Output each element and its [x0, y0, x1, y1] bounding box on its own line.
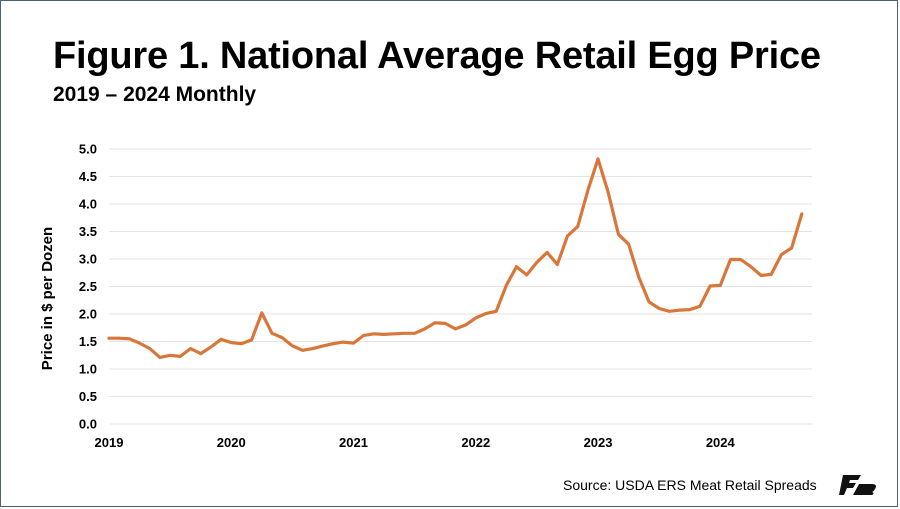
- y-axis-title: Price in $ per Dozen: [39, 227, 56, 370]
- x-tick-label: 2020: [217, 435, 246, 450]
- x-tick-label: 2019: [95, 435, 124, 450]
- data-point: [718, 284, 722, 287]
- data-point: [209, 345, 213, 349]
- y-tick-label: 1.0: [79, 362, 97, 377]
- data-point: [586, 188, 590, 192]
- data-point: [290, 344, 294, 348]
- x-tick-label: 2021: [339, 435, 368, 450]
- data-point: [657, 307, 661, 310]
- data-point: [433, 321, 437, 325]
- data-point: [667, 309, 671, 313]
- data-point: [382, 332, 386, 336]
- data-point: [270, 331, 274, 335]
- x-tick-label: 2023: [584, 435, 613, 450]
- data-point: [504, 284, 508, 287]
- data-point: [545, 251, 549, 254]
- source-note: Source: USDA ERS Meat Retail Spreads: [563, 477, 817, 493]
- data-point: [535, 260, 539, 264]
- data-point: [637, 275, 641, 279]
- data-point: [454, 327, 457, 331]
- farm-bureau-logo-icon: [839, 475, 876, 495]
- data-point: [525, 273, 529, 277]
- data-point: [698, 304, 702, 308]
- chart-subtitle: 2019 – 2024 Monthly: [53, 83, 257, 106]
- data-point: [229, 341, 233, 344]
- data-point: [708, 284, 712, 288]
- data-point: [352, 341, 355, 345]
- y-tick-label: 2.0: [79, 307, 97, 322]
- data-point: [596, 157, 600, 161]
- data-point: [403, 331, 406, 335]
- data-point: [769, 273, 773, 276]
- data-point: [729, 258, 732, 261]
- y-tick-label: 0.5: [79, 389, 97, 404]
- data-point: [443, 321, 447, 325]
- data-point: [331, 342, 335, 346]
- y-tick-label: 4.5: [79, 169, 97, 184]
- data-point: [413, 331, 417, 335]
- data-point: [515, 265, 518, 269]
- data-point: [362, 334, 366, 337]
- data-point: [739, 258, 743, 261]
- data-point: [494, 309, 498, 313]
- data-point: [117, 336, 121, 340]
- data-point: [392, 332, 396, 336]
- y-tick-label: 2.5: [79, 279, 97, 294]
- data-point: [301, 348, 304, 352]
- data-point: [240, 342, 243, 346]
- data-point: [800, 212, 804, 216]
- data-point: [280, 336, 284, 340]
- data-point: [311, 347, 315, 351]
- data-point: [790, 246, 794, 250]
- x-tick-label: 2022: [461, 435, 490, 450]
- data-point: [759, 274, 763, 277]
- data-point: [617, 232, 620, 236]
- y-tick-label: 0.0: [79, 417, 97, 432]
- data-point: [219, 337, 223, 341]
- data-point: [678, 308, 681, 312]
- data-point: [250, 338, 254, 342]
- data-point: [199, 352, 203, 355]
- data-point: [372, 332, 376, 336]
- y-tick-label: 1.5: [79, 334, 97, 349]
- data-point: [749, 265, 753, 269]
- data-point: [158, 356, 162, 359]
- data-point: [647, 300, 651, 304]
- y-tick-label: 3.5: [79, 224, 97, 239]
- data-point: [321, 344, 325, 348]
- y-tick-label: 3.0: [79, 252, 97, 267]
- data-point: [107, 336, 111, 340]
- data-point: [168, 353, 172, 357]
- y-tick-label: 5.0: [79, 142, 97, 157]
- data-point: [780, 253, 783, 256]
- data-point: [148, 347, 152, 351]
- x-tick-label: 2024: [706, 435, 736, 450]
- data-point: [189, 347, 192, 351]
- data-point: [566, 234, 569, 238]
- chart-title: Figure 1. National Average Retail Egg Pr…: [53, 35, 821, 77]
- data-point: [484, 312, 488, 315]
- data-point: [606, 191, 610, 194]
- data-point: [474, 316, 478, 320]
- data-point: [178, 354, 182, 358]
- data-point: [464, 323, 467, 327]
- y-tick-label: 4.0: [79, 197, 97, 212]
- data-point: [138, 341, 141, 345]
- data-point: [576, 225, 580, 228]
- data-point: [341, 340, 345, 344]
- data-point: [127, 337, 131, 341]
- data-point: [260, 311, 264, 315]
- data-point: [423, 327, 427, 331]
- data-point: [555, 263, 559, 266]
- data-point: [627, 242, 631, 246]
- data-point: [688, 308, 692, 311]
